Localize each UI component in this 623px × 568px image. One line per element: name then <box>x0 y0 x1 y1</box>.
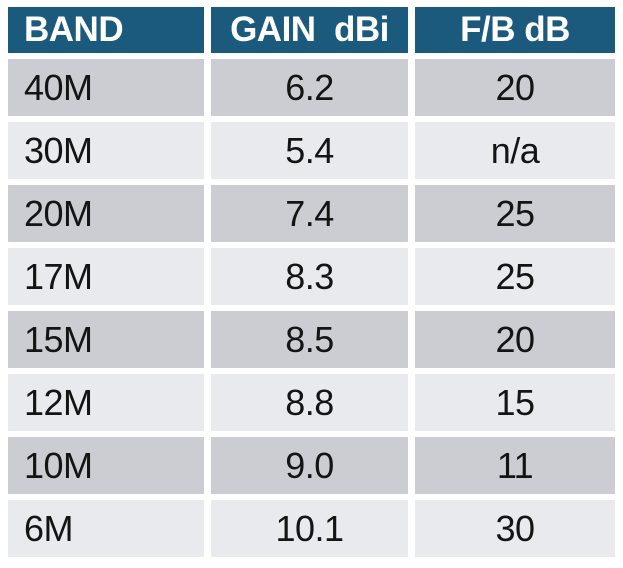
table-row-12m: 12M 8.8 15 <box>8 374 615 431</box>
cell-gain: 8.8 <box>211 374 408 431</box>
cell-band: 17M <box>8 248 204 305</box>
band-performance-table: BAND GAIN dBi F/B dB 40M 6.2 20 30M 5.4 … <box>8 7 615 557</box>
table-row-40m: 40M 6.2 20 <box>8 59 615 116</box>
table-row-30m: 30M 5.4 n/a <box>8 122 615 179</box>
cell-fb: 15 <box>415 374 615 431</box>
cell-gain: 6.2 <box>211 59 408 116</box>
cell-band: 10M <box>8 437 204 494</box>
cell-fb: 25 <box>415 248 615 305</box>
cell-band: 30M <box>8 122 204 179</box>
table-row-6m: 6M 10.1 30 <box>8 500 615 557</box>
cell-band: 15M <box>8 311 204 368</box>
cell-gain: 7.4 <box>211 185 408 242</box>
cell-fb: 20 <box>415 311 615 368</box>
cell-fb: 11 <box>415 437 615 494</box>
cell-gain: 8.5 <box>211 311 408 368</box>
cell-fb: 30 <box>415 500 615 557</box>
cell-band: 20M <box>8 185 204 242</box>
cell-band: 40M <box>8 59 204 116</box>
header-cell-band: BAND <box>8 7 204 53</box>
table-row-17m: 17M 8.3 25 <box>8 248 615 305</box>
table-row-10m: 10M 9.0 11 <box>8 437 615 494</box>
cell-fb: 20 <box>415 59 615 116</box>
cell-fb: 25 <box>415 185 615 242</box>
cell-gain: 5.4 <box>211 122 408 179</box>
cell-band: 6M <box>8 500 204 557</box>
header-row: BAND GAIN dBi F/B dB <box>8 7 615 53</box>
cell-gain: 10.1 <box>211 500 408 557</box>
cell-fb: n/a <box>415 122 615 179</box>
header-cell-gain: GAIN dBi <box>211 7 408 53</box>
cell-gain: 9.0 <box>211 437 408 494</box>
table-row-20m: 20M 7.4 25 <box>8 185 615 242</box>
cell-band: 12M <box>8 374 204 431</box>
table-row-15m: 15M 8.5 20 <box>8 311 615 368</box>
header-cell-fb: F/B dB <box>415 7 615 53</box>
cell-gain: 8.3 <box>211 248 408 305</box>
